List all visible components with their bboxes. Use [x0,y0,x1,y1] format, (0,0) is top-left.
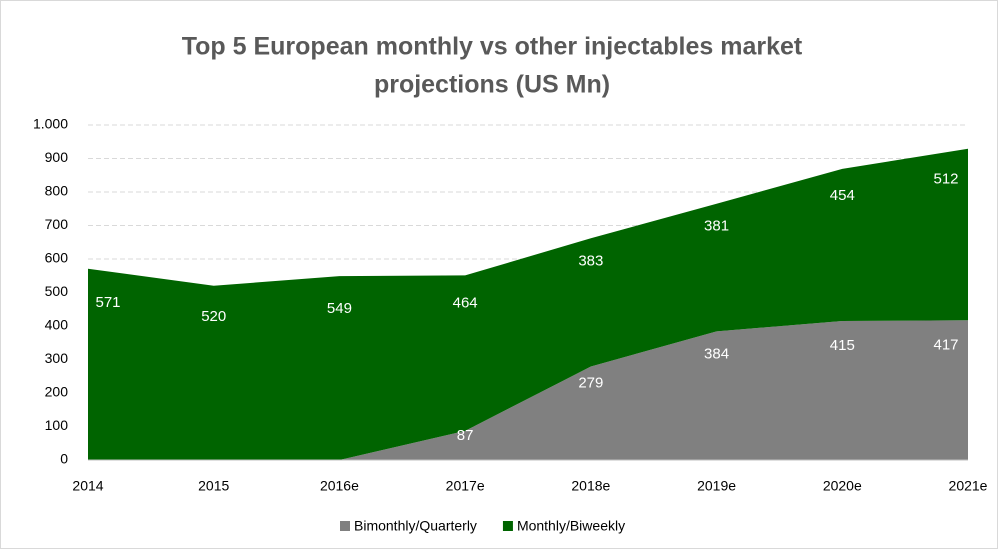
y-tick-label: 300 [45,350,69,366]
y-tick-label: 0 [60,451,68,467]
y-tick-label: 600 [45,250,69,266]
x-tick-label: 2018e [571,478,610,494]
x-tick-label: 2019e [697,478,736,494]
x-tick-label: 2017e [446,478,485,494]
data-label: 464 [453,294,478,311]
x-tick-label: 2021e [949,478,988,494]
x-tick-label: 2016e [320,478,359,494]
area [88,320,968,460]
y-tick-label: 700 [45,216,69,232]
legend-swatch [502,521,513,531]
y-tick-label: 100 [45,417,69,433]
y-tick-label: 500 [45,283,69,299]
x-tick-label: 2014 [72,478,103,494]
data-label: 512 [933,171,958,188]
chart-title: projections (US Mn) [374,71,610,99]
legend-label: Bimonthly/Quarterly [354,518,477,534]
data-label: 454 [830,187,855,204]
data-label: 417 [933,336,958,353]
data-label: 571 [95,294,120,311]
x-tick-label: 2015 [198,478,229,494]
legend-label: Monthly/Biweekly [517,518,625,534]
legend-swatch [340,521,350,531]
data-label: 279 [578,374,603,391]
data-label: 520 [201,308,226,325]
x-tick-label: 2020e [823,478,862,494]
y-tick-label: 900 [45,149,69,165]
data-label: 87 [457,427,474,444]
y-tick-label: 1.000 [33,116,68,132]
y-tick-label: 400 [45,317,69,333]
data-label: 383 [578,252,603,269]
data-label: 384 [704,345,729,362]
area [88,148,968,460]
data-label: 549 [327,300,352,317]
data-label: 415 [830,337,855,354]
y-tick-label: 800 [45,183,69,199]
data-label: 381 [704,218,729,235]
chart-title: Top 5 European monthly vs other injectab… [182,33,803,61]
y-tick-label: 200 [45,384,69,400]
